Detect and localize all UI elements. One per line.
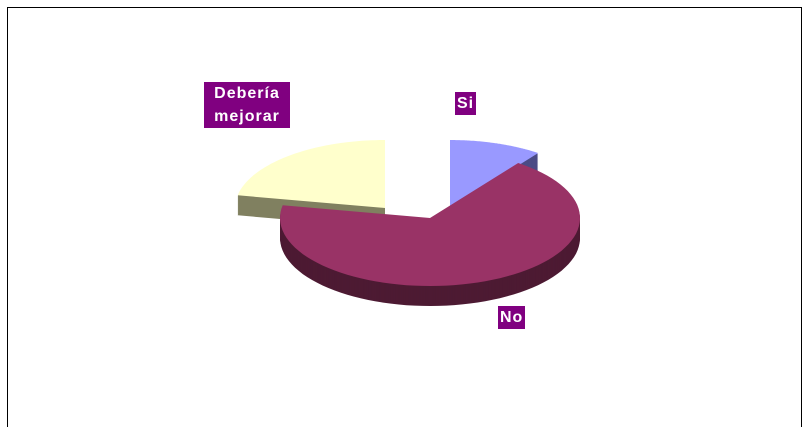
- slice-label: No: [498, 306, 526, 329]
- pie-slice: [237, 140, 385, 208]
- chart-frame: [7, 7, 802, 427]
- slice-label: Debería mejorar: [204, 82, 290, 128]
- pie-slice: [450, 140, 539, 208]
- pie-slice: [280, 163, 580, 286]
- pie-slice-group: [280, 163, 580, 306]
- slice-label: Si: [455, 92, 477, 115]
